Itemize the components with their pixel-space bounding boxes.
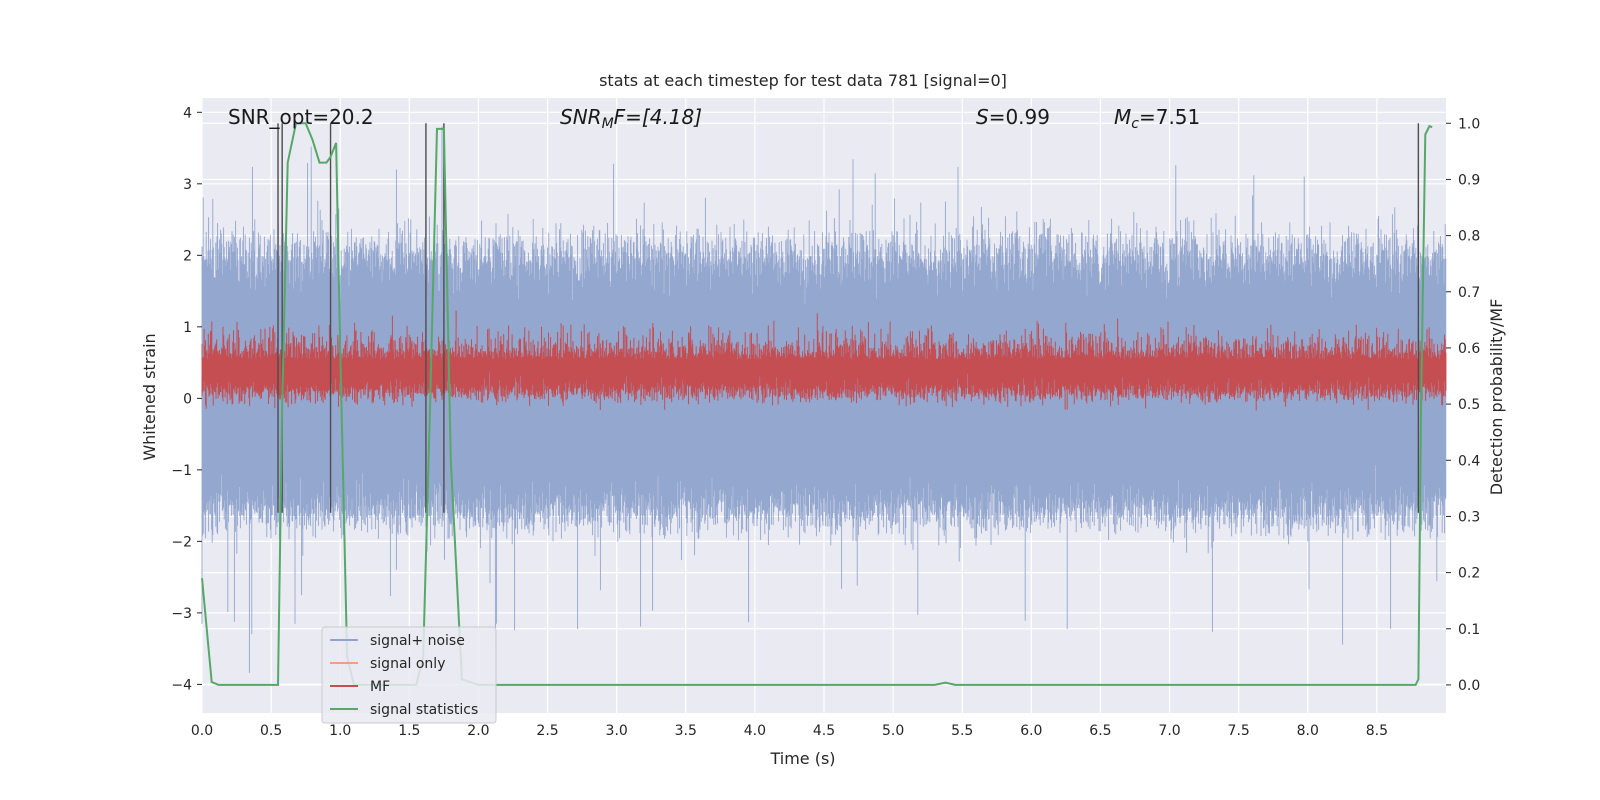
x-tick-label: 7.0 [1158, 723, 1180, 739]
legend-box [321, 626, 497, 724]
x-tick-label: 0.5 [260, 723, 282, 739]
y-tick-label: −4 [171, 677, 192, 693]
y2-tick-label: 0.9 [1458, 172, 1480, 188]
x-tick-label: 3.5 [675, 723, 697, 739]
x-tick-label: 1.5 [398, 723, 420, 739]
x-tick-label: 8.0 [1297, 723, 1319, 739]
legend-label-signal-statistics: signal statistics [370, 702, 478, 718]
y-tick-label: 2 [183, 248, 192, 264]
y2-tick-label: 0.4 [1458, 453, 1480, 469]
y2-tick-label: 0.0 [1458, 678, 1480, 694]
y-axis-label: Whitened strain [140, 333, 159, 460]
annotation-mc-sub: c [1131, 116, 1139, 132]
annotation-s-italic: S [976, 105, 989, 129]
y-tick-label: 3 [183, 177, 192, 193]
legend-label-mf: MF [370, 679, 390, 695]
annotation-mc: Mc=7.51 [1114, 105, 1200, 132]
y2-tick-label: 0.1 [1458, 622, 1480, 638]
annotation-snr-mf-sub: M [602, 116, 614, 132]
annotation-snr-mf-italic: SNR [560, 105, 602, 129]
y2-tick-label: 0.5 [1458, 397, 1480, 413]
x-tick-label: 2.0 [467, 723, 489, 739]
x-tick-label: 5.5 [951, 723, 973, 739]
y2-tick-label: 1.0 [1458, 116, 1480, 132]
y-tick-label: 4 [183, 105, 192, 121]
vertical-markers [277, 123, 1420, 513]
legend-label-signal-only: signal only [370, 656, 445, 672]
y2-tick-label: 0.8 [1458, 229, 1480, 245]
legend: signal+ noise signal only MF signal stat… [321, 626, 497, 724]
x-tick-label: 4.0 [744, 723, 766, 739]
y-tick-label: −1 [171, 463, 192, 479]
y2-tick-label: 0.6 [1458, 341, 1480, 357]
annotation-mc-italic: M [1114, 105, 1131, 129]
annotation-s: S=0.99 [976, 105, 1050, 129]
x-tick-label: 4.5 [813, 723, 835, 739]
x-tick-label: 1.0 [329, 723, 351, 739]
annotation-snr-opt: SNR_opt=20.2 [228, 105, 374, 129]
x-tick-labels: 0.0 0.5 1.0 1.5 2.0 2.5 3.0 3.5 4.0 4.5 5.0 5.5 6.0 6… [191, 723, 1388, 739]
x-tick-label: 0.0 [191, 723, 213, 739]
x-axis-label: Time (s) [769, 749, 835, 768]
y-tick-labels: −4 −3 −2 −1 0 1 2 3 4 [171, 105, 202, 693]
annotation-snr-mf-rest: F=[4.18] [614, 105, 702, 129]
y2-tick-label: 0.7 [1458, 285, 1480, 301]
x-tick-label: 7.5 [1228, 723, 1250, 739]
x-tick-label: 2.5 [536, 723, 558, 739]
legend-label-signal-noise: signal+ noise [370, 633, 465, 649]
y2-tick-labels: 0.0 0.1 0.2 0.3 0.4 0.5 0.6 0.7 0.8 0.9 1.0 [1446, 116, 1480, 694]
annotation-mc-rest: =7.51 [1139, 105, 1200, 129]
x-tick-label: 5.0 [882, 723, 904, 739]
chart-title: stats at each timestep for test data 781… [599, 71, 1007, 90]
y-tick-label: −3 [171, 606, 192, 622]
y-tick-label: 1 [183, 320, 192, 336]
y-tick-label: 0 [183, 391, 192, 407]
y-tick-label: −2 [171, 534, 192, 550]
x-tick-label: 6.5 [1089, 723, 1111, 739]
x-tick-label: 6.0 [1020, 723, 1042, 739]
y2-axis-label: Detection probability/MF [1487, 299, 1506, 496]
annotation-snr-mf: SNRMF=[4.18] [560, 105, 702, 132]
y2-tick-label: 0.2 [1458, 566, 1480, 582]
x-tick-label: 3.0 [606, 723, 628, 739]
annotation-s-rest: =0.99 [989, 105, 1050, 129]
y2-tick-label: 0.3 [1458, 509, 1480, 525]
x-tick-label: 8.5 [1366, 723, 1388, 739]
